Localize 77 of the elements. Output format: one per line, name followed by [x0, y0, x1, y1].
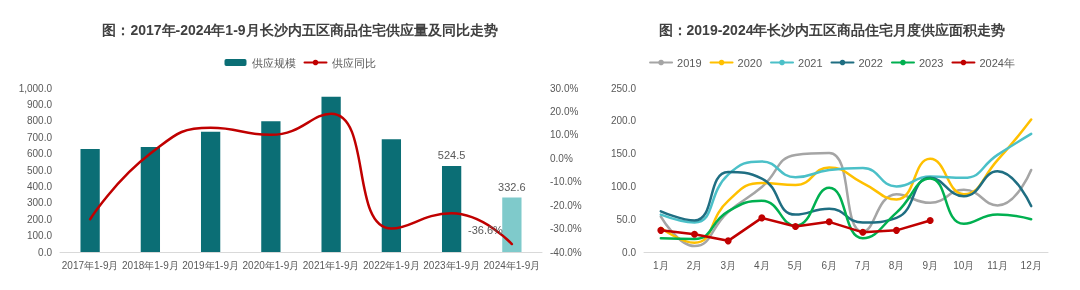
y2-tick-label: -10.0% — [550, 176, 582, 188]
data-label: 332.6 — [498, 180, 526, 193]
y2-tick-label: -20.0% — [550, 199, 582, 211]
x-tick-label: 5月 — [787, 259, 804, 271]
bar — [80, 149, 100, 252]
y-tick-label: 100.0 — [610, 180, 637, 192]
legend-label: 2023 — [918, 56, 944, 69]
point — [926, 217, 934, 225]
y-tick-label: 400.0 — [26, 180, 53, 192]
data-label: 524.5 — [437, 149, 466, 162]
point — [724, 237, 732, 245]
y-tick-label: 300.0 — [26, 197, 53, 209]
y2-tick-label: -40.0% — [550, 246, 582, 258]
bar — [381, 139, 402, 252]
line-series — [659, 170, 1033, 224]
x-tick-label: 10月 — [953, 259, 975, 271]
bar — [261, 121, 281, 252]
x-tick-label: 8月 — [888, 259, 905, 271]
y-tick-label: 800.0 — [26, 115, 53, 127]
x-tick-label: 11月 — [987, 259, 1008, 271]
x-tick-label: 1月 — [653, 259, 669, 271]
y2-tick-label: -30.0% — [550, 223, 582, 235]
x-tick-label: 3月 — [720, 259, 736, 271]
point — [792, 222, 799, 230]
x-tick-label: 2月 — [686, 259, 703, 271]
x-tick-label: 2020年1-9月 — [242, 259, 300, 271]
legend-label: 供应同比 — [331, 56, 376, 69]
y-tick-label: 150.0 — [610, 148, 637, 160]
y2-tick-label: 30.0% — [550, 82, 579, 94]
y-tick-label: 100.0 — [26, 230, 53, 242]
y-tick-label: 700.0 — [26, 131, 53, 143]
x-tick-label: 9月 — [922, 259, 938, 271]
y-tick-label: 0.0 — [38, 246, 53, 258]
legend-label: 供应规模 — [251, 56, 296, 69]
y-tick-label: 200.0 — [26, 213, 53, 225]
x-tick-label: 2024年1-9月 — [483, 259, 541, 271]
legend-label: 2022 — [858, 56, 883, 69]
y-tick-label: 250.0 — [610, 82, 637, 94]
x-tick-label: 12月 — [1020, 259, 1042, 271]
chart-title: 图：2017年-2024年1-9月长沙内五区商品住宅供应量及同比走势 — [102, 22, 498, 38]
point — [758, 214, 766, 222]
bar — [321, 96, 341, 252]
x-tick-label: 2022年1-9月 — [363, 259, 420, 271]
y-tick-label: 0.0 — [622, 246, 637, 258]
x-tick-label: 7月 — [855, 259, 871, 271]
point — [825, 218, 833, 226]
x-tick-label: 2021年1-9月 — [302, 259, 360, 271]
legend-label: 2020 — [737, 56, 763, 69]
x-tick-label: 2019年1-9月 — [182, 259, 239, 271]
y-tick-label: 900.0 — [26, 98, 53, 110]
y-tick-label: 500.0 — [26, 164, 53, 176]
x-tick-label: 6月 — [821, 259, 837, 271]
chart-title: 图：2019-2024年长沙内五区商品住宅月度供应面积走势 — [658, 22, 1006, 38]
line-series — [659, 177, 1033, 241]
bar — [441, 165, 462, 252]
x-tick-label: 2017年1-9月 — [61, 259, 119, 271]
x-tick-label: 2018年1-9月 — [122, 259, 179, 271]
point — [893, 226, 900, 234]
legend-label: 2019 — [677, 56, 702, 69]
point — [859, 228, 867, 236]
y2-tick-label: 20.0% — [550, 105, 579, 117]
legend-label: 2021 — [798, 56, 823, 69]
y-tick-label: 200.0 — [610, 115, 637, 127]
bar — [200, 131, 221, 252]
x-tick-label: 2023年1-9月 — [423, 259, 480, 271]
legend-label: 2024年 — [979, 56, 1015, 69]
bar — [140, 146, 161, 252]
bar — [502, 197, 522, 252]
line-series — [659, 132, 1033, 224]
y-tick-label: 600.0 — [26, 148, 53, 160]
y2-tick-label: 10.0% — [550, 129, 579, 141]
y2-tick-label: 0.0% — [550, 152, 573, 164]
point — [657, 226, 665, 234]
y-tick-label: 1,000.0 — [18, 82, 53, 94]
x-tick-label: 4月 — [754, 259, 770, 271]
y-tick-label: 50.0 — [616, 213, 637, 225]
point — [691, 230, 698, 238]
